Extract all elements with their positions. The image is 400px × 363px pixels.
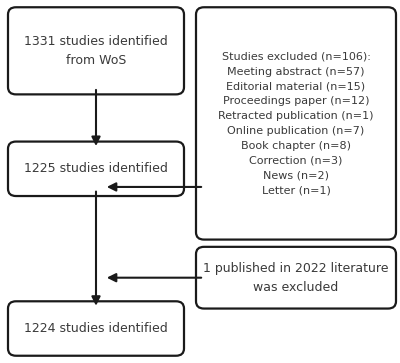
FancyBboxPatch shape (8, 7, 184, 94)
FancyBboxPatch shape (8, 301, 184, 356)
FancyBboxPatch shape (196, 247, 396, 309)
Text: 1331 studies identified
from WoS: 1331 studies identified from WoS (24, 35, 168, 67)
Text: 1 published in 2022 literature
was excluded: 1 published in 2022 literature was exclu… (203, 262, 389, 294)
Text: 1225 studies identified: 1225 studies identified (24, 162, 168, 175)
Text: 1224 studies identified: 1224 studies identified (24, 322, 168, 335)
FancyBboxPatch shape (196, 7, 396, 240)
Text: Studies excluded (n=106):
Meeting abstract (n=57)
Editorial material (n=15)
Proc: Studies excluded (n=106): Meeting abstra… (218, 52, 374, 195)
FancyBboxPatch shape (8, 142, 184, 196)
